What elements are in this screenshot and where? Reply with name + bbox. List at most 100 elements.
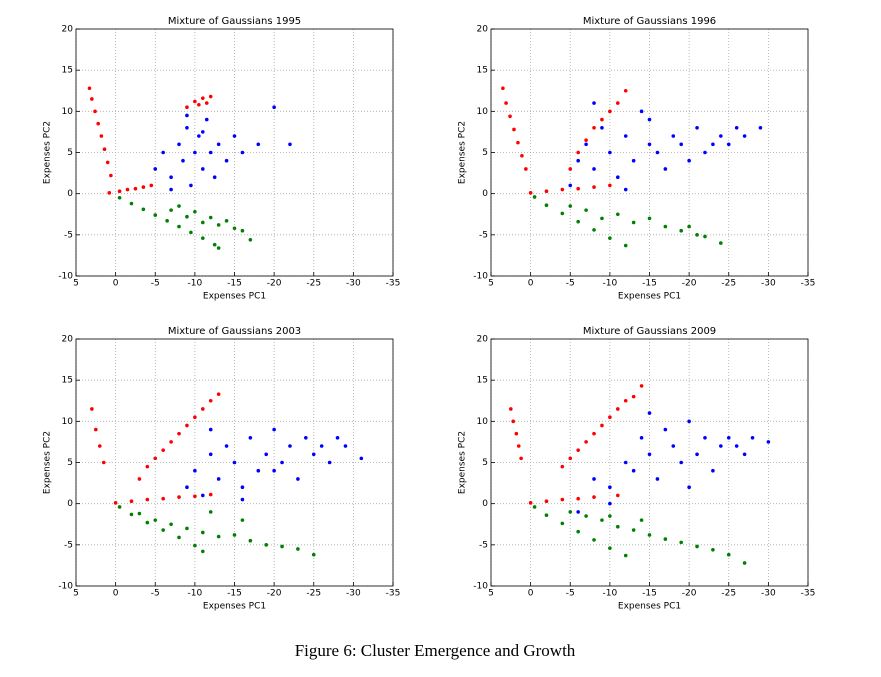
point	[695, 544, 699, 549]
point	[616, 407, 620, 411]
point	[679, 142, 683, 147]
point	[208, 94, 213, 99]
point	[516, 444, 521, 448]
point	[524, 167, 528, 171]
point	[592, 126, 596, 130]
point	[742, 452, 747, 457]
y-tick-label: -5	[479, 230, 488, 240]
point	[592, 495, 596, 499]
y-tick-label: -10	[58, 272, 73, 282]
point	[288, 142, 292, 147]
point	[224, 219, 229, 223]
point	[240, 518, 245, 522]
x-tick-label: -25	[721, 279, 736, 289]
point	[181, 158, 185, 163]
point	[93, 109, 97, 114]
x-tick-label: -15	[642, 279, 657, 289]
point	[544, 513, 549, 517]
point	[600, 126, 604, 130]
point	[719, 444, 723, 448]
point	[216, 223, 221, 227]
point	[520, 153, 524, 158]
y-tick-label: 0	[482, 499, 488, 509]
point	[137, 477, 142, 481]
point	[623, 88, 628, 93]
point	[663, 224, 668, 229]
point	[631, 394, 636, 399]
point	[655, 150, 660, 155]
point	[560, 187, 565, 192]
y-tick-label: 20	[477, 25, 489, 35]
point	[576, 510, 580, 514]
point	[240, 228, 245, 233]
point	[216, 142, 221, 147]
point	[616, 493, 620, 498]
point	[695, 452, 699, 457]
x-tick-label: 5	[73, 589, 79, 599]
point	[528, 501, 533, 505]
point	[185, 485, 189, 490]
point	[719, 134, 723, 138]
x-tick-label: -25	[306, 279, 321, 289]
point	[145, 520, 150, 525]
y-tick-label: 5	[482, 458, 488, 468]
x-axis-label: Expenses PC1	[203, 602, 266, 612]
point	[734, 126, 739, 130]
y-tick-label: -5	[64, 540, 73, 550]
point	[647, 117, 652, 122]
point	[327, 460, 332, 465]
point	[240, 485, 245, 490]
point	[201, 407, 205, 411]
point	[600, 423, 604, 428]
point	[508, 114, 512, 119]
point	[671, 134, 676, 138]
point	[193, 543, 197, 548]
point	[177, 535, 181, 540]
point	[185, 126, 189, 130]
point	[608, 546, 612, 550]
point	[141, 207, 146, 212]
point	[109, 173, 113, 178]
subplot: 5 0 -5 -10 -15 -20 -25 -30 -35 -10 -5 0 5 10 15 20 Mixtu…	[43, 326, 401, 612]
point	[201, 96, 205, 100]
point	[623, 460, 628, 465]
point	[742, 561, 747, 565]
point	[623, 243, 628, 248]
point	[240, 497, 245, 502]
point	[726, 552, 731, 557]
point	[608, 501, 612, 506]
point	[592, 477, 596, 481]
x-axis-label: Expenses PC1	[618, 602, 681, 612]
y-tick-label: -10	[473, 582, 488, 592]
point	[169, 187, 173, 192]
x-tick-label: -15	[227, 589, 242, 599]
point	[90, 407, 94, 411]
y-tick-label: -10	[473, 272, 488, 282]
point	[248, 538, 253, 543]
point	[102, 147, 107, 152]
point	[208, 510, 213, 514]
point	[161, 496, 165, 501]
point	[647, 452, 652, 457]
point	[600, 117, 604, 122]
y-tick-label: 10	[477, 107, 489, 117]
point	[600, 518, 604, 522]
plot-frame	[75, 28, 394, 277]
point	[608, 485, 612, 490]
point	[647, 411, 652, 415]
point	[90, 97, 94, 101]
point	[193, 415, 197, 420]
point	[197, 102, 201, 107]
point	[343, 444, 348, 448]
point	[576, 186, 580, 191]
point	[512, 127, 516, 132]
point	[201, 549, 205, 554]
y-tick-label: 0	[67, 499, 73, 509]
point	[592, 431, 596, 436]
point	[145, 497, 150, 502]
y-tick-label: -10	[58, 582, 73, 592]
point	[592, 101, 596, 105]
point	[272, 427, 276, 432]
point	[647, 533, 652, 537]
point	[216, 392, 221, 396]
